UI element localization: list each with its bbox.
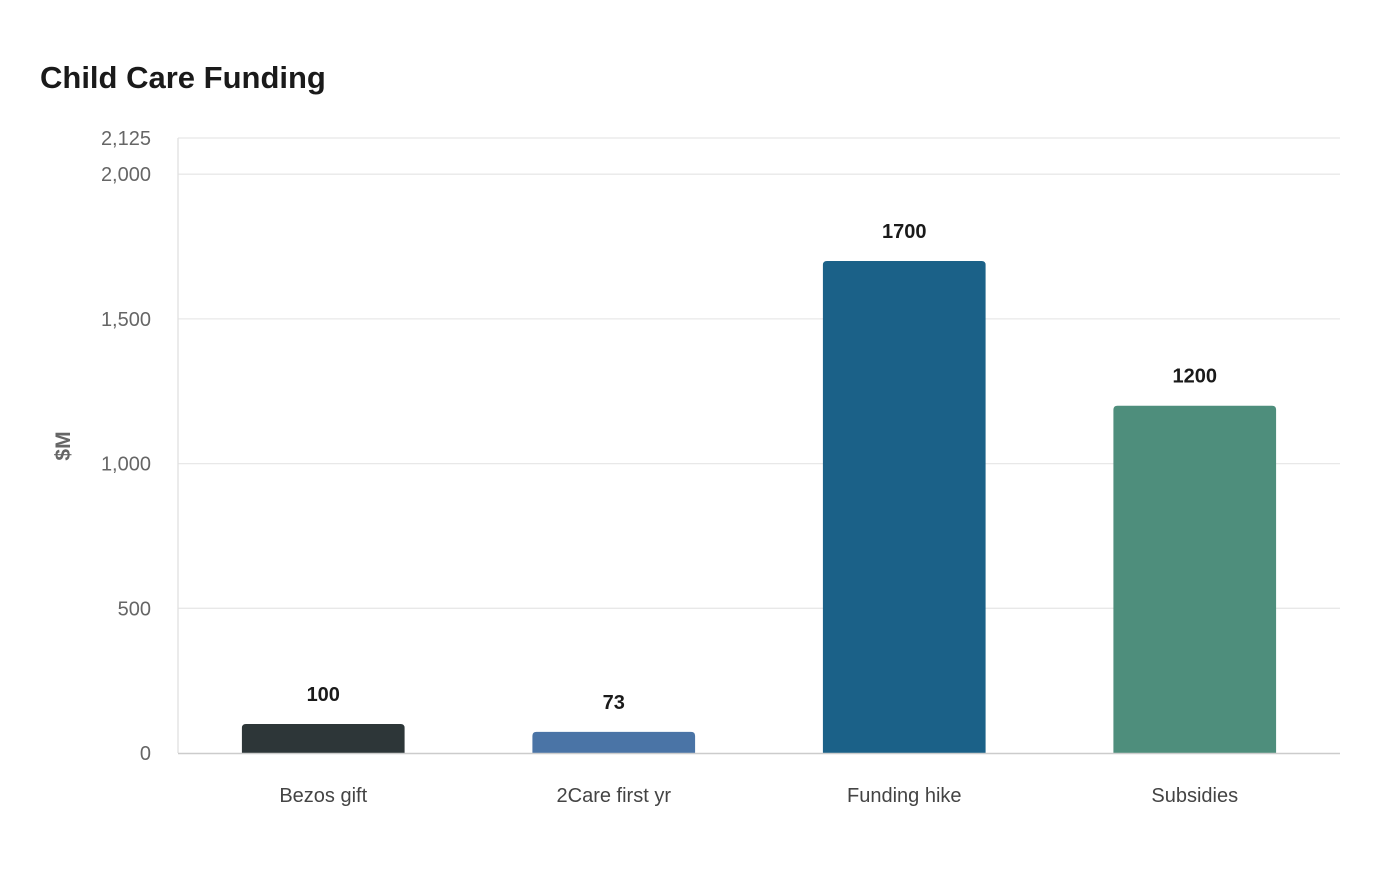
data-label: 1200: [1173, 366, 1218, 388]
y-tick-label: 2,000: [101, 164, 151, 186]
bar-bezos-gift: [241, 724, 405, 753]
y-tick-label: 2,125: [101, 128, 151, 150]
y-tick-label: 1,000: [101, 454, 151, 476]
bar-funding-hike: [822, 261, 986, 753]
y-axis-ticks: 0 500 1,000 1,500 2,000 2,125: [101, 128, 151, 765]
data-label: 100: [307, 684, 340, 706]
x-category-label: Bezos gift: [279, 785, 367, 807]
bars: [241, 261, 1277, 753]
y-axis-title: $M: [52, 431, 75, 460]
x-category-label: 2Care first yr: [557, 785, 672, 807]
bar-2care-first-yr: [532, 731, 696, 753]
y-tick-label: 500: [118, 598, 151, 620]
x-category-label: Funding hike: [847, 785, 962, 807]
chart-title: Child Care Funding: [40, 60, 326, 95]
y-tick-label: 0: [140, 743, 151, 765]
data-labels: 100 73 1700 1200: [307, 221, 1217, 714]
x-category-label: Subsidies: [1151, 785, 1238, 807]
x-axis-categories: Bezos gift 2Care first yr Funding hike Subs…: [279, 785, 1238, 807]
axes: [177, 138, 1340, 755]
data-label: 73: [603, 692, 625, 714]
bar-subsidies: [1113, 405, 1277, 753]
data-label: 1700: [882, 221, 927, 243]
y-tick-label: 1,500: [101, 309, 151, 331]
